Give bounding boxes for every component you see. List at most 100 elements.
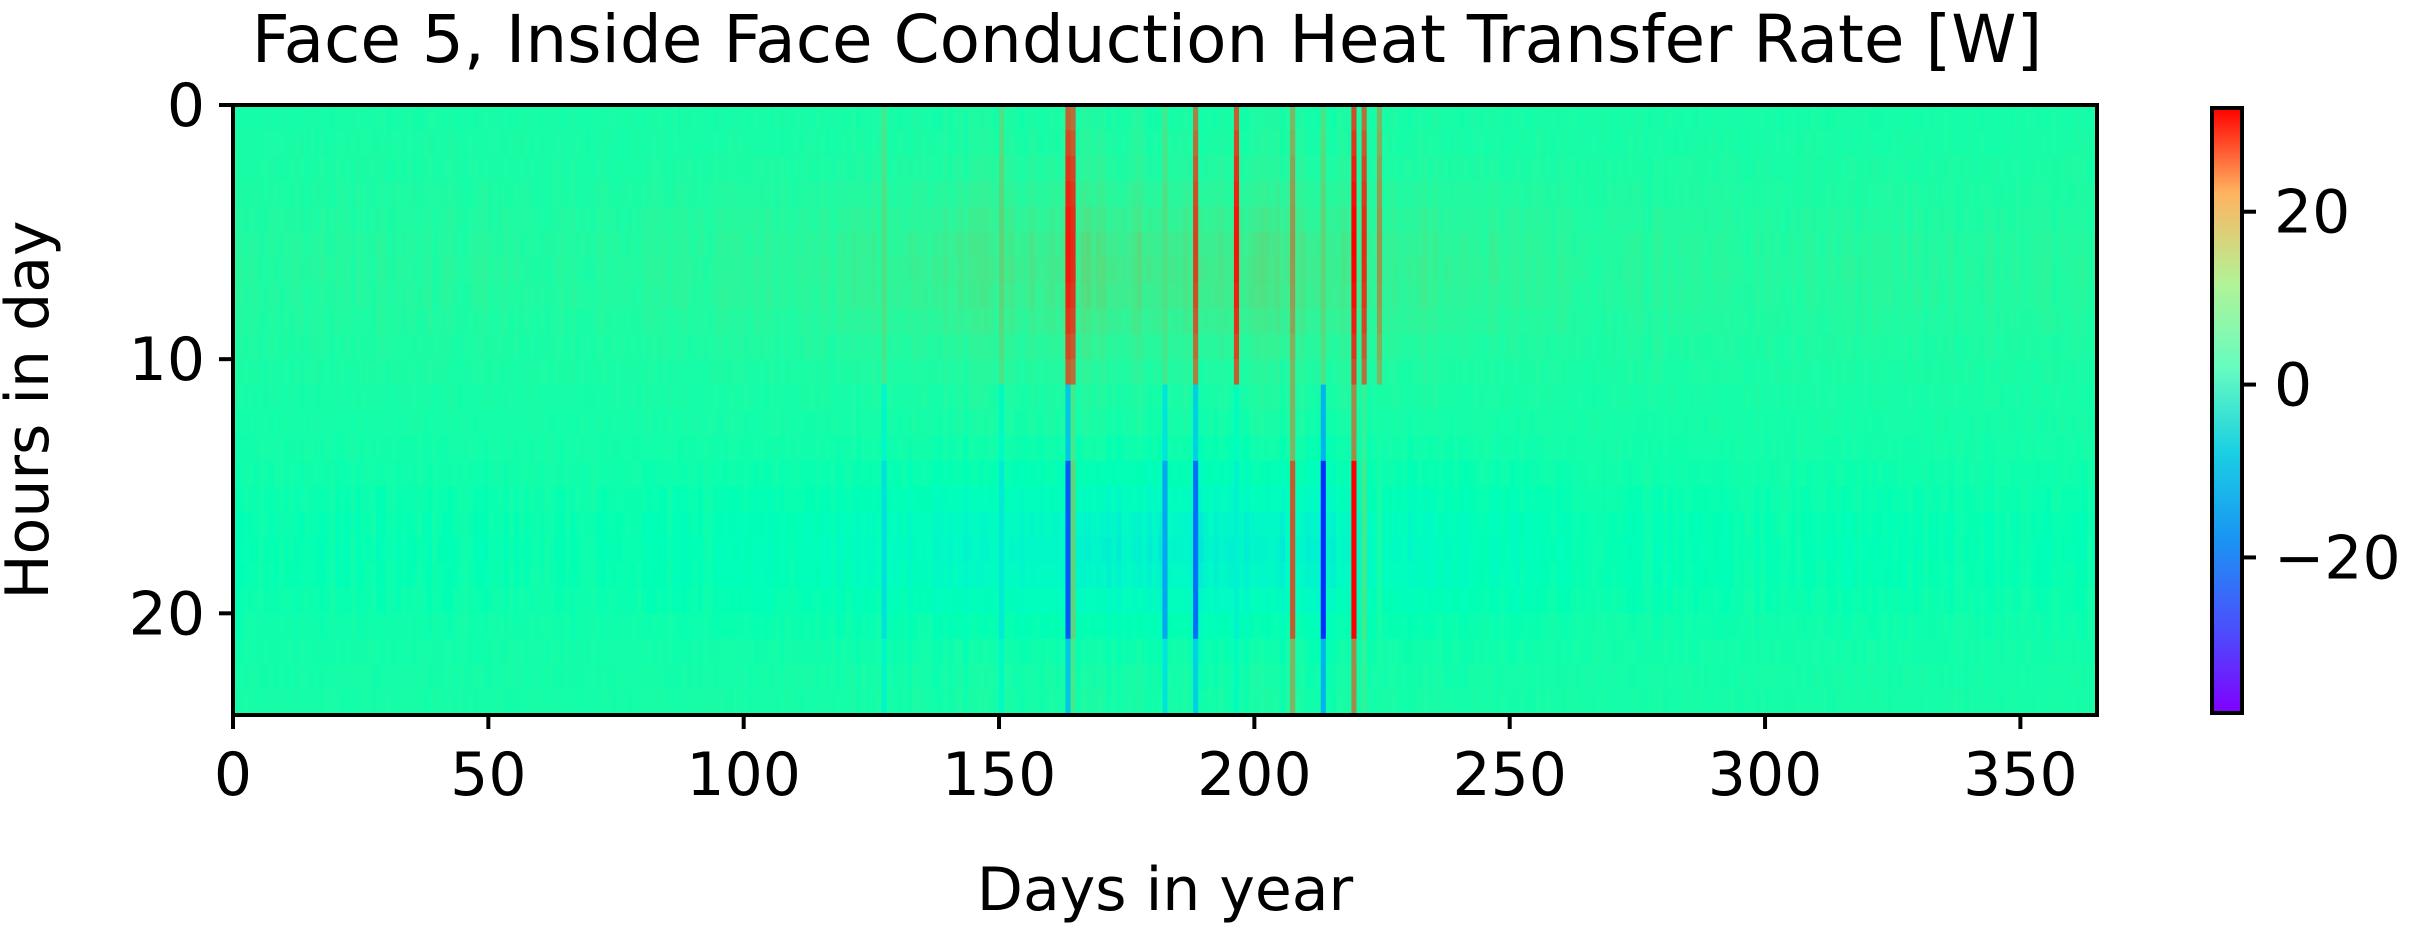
- heatmap-cell: [478, 359, 484, 386]
- heatmap-cell: [1111, 638, 1118, 665]
- heatmap-cell: [273, 105, 280, 132]
- heatmap-cell: [605, 537, 612, 564]
- heatmap-cell: [1259, 181, 1266, 208]
- heatmap-cell: [1162, 308, 1169, 335]
- heatmap-cell: [524, 105, 530, 132]
- heatmap-cell: [1019, 130, 1026, 157]
- heatmap-cell: [759, 562, 765, 589]
- heatmap-cell: [360, 638, 367, 665]
- heatmap-cell: [728, 664, 735, 691]
- heatmap-cell: [1075, 562, 1082, 589]
- heatmap-cell: [268, 308, 275, 335]
- heatmap-cell: [442, 105, 449, 132]
- heatmap-cell: [856, 511, 862, 538]
- heatmap-cell: [483, 562, 489, 589]
- heatmap-cell: [743, 206, 750, 233]
- heatmap-cell: [248, 664, 255, 691]
- heatmap-cell: [585, 257, 592, 284]
- heatmap-cell: [1101, 105, 1107, 132]
- heatmap-cell: [335, 562, 341, 589]
- heatmap-cell: [953, 486, 959, 513]
- heatmap-cell: [830, 562, 837, 589]
- heatmap-cell: [432, 613, 438, 640]
- heatmap-cell: [743, 486, 750, 513]
- heatmap-cell: [370, 587, 377, 614]
- heatmap-cell: [1060, 460, 1067, 487]
- heatmap-cell: [391, 384, 398, 411]
- heatmap-cell: [764, 105, 770, 132]
- heatmap-cell: [707, 410, 714, 437]
- heatmap-cell: [718, 181, 724, 208]
- heatmap-cell: [253, 155, 260, 182]
- heatmap-cell: [656, 206, 663, 233]
- heatmap-cell: [401, 155, 408, 182]
- heatmap-cell: [483, 689, 489, 716]
- heatmap-cell: [999, 460, 1005, 487]
- heatmap-cell: [927, 410, 934, 437]
- heatmap-cell: [1254, 638, 1261, 665]
- heatmap-cell: [728, 613, 735, 640]
- heatmap-cell: [396, 410, 403, 437]
- heatmap-cell: [268, 181, 275, 208]
- heatmap-cell: [324, 130, 331, 157]
- heatmap-cell: [759, 257, 765, 284]
- heatmap-cell: [1290, 511, 1296, 538]
- heatmap-cell: [1085, 181, 1092, 208]
- heatmap-cell: [753, 232, 760, 259]
- heatmap-cell: [988, 613, 995, 640]
- heatmap-cell: [284, 206, 290, 233]
- heatmap-cell: [411, 181, 418, 208]
- heatmap-cell: [917, 511, 924, 538]
- heatmap-cell: [483, 181, 489, 208]
- heatmap-cell: [861, 130, 867, 157]
- heatmap-cell: [421, 257, 428, 284]
- heatmap-cell: [759, 638, 765, 665]
- heatmap-cell: [1279, 257, 1286, 284]
- heatmap-cell: [1050, 410, 1056, 437]
- heatmap-cell: [1050, 384, 1056, 411]
- heatmap-cell: [953, 206, 959, 233]
- heatmap-cell: [575, 410, 581, 437]
- heatmap-cell: [902, 232, 908, 259]
- heatmap-cell: [243, 308, 249, 335]
- heatmap-cell: [391, 333, 398, 360]
- heatmap-cell: [564, 181, 571, 208]
- heatmap-cell: [324, 232, 331, 259]
- heatmap-cell: [600, 410, 607, 437]
- heatmap-cell: [1152, 384, 1158, 411]
- heatmap-cell: [626, 206, 632, 233]
- heatmap-cell: [253, 232, 260, 259]
- heatmap-cell: [789, 359, 796, 386]
- heatmap-cell: [718, 257, 724, 284]
- heatmap-cell: [549, 155, 556, 182]
- heatmap-cell: [779, 638, 786, 665]
- heatmap-cell: [304, 511, 311, 538]
- heatmap-cell: [958, 613, 964, 640]
- heatmap-cell: [968, 537, 975, 564]
- heatmap-cell: [672, 232, 678, 259]
- heatmap-cell: [508, 257, 515, 284]
- heatmap-cell: [1116, 359, 1123, 386]
- heatmap-cell: [488, 130, 495, 157]
- heatmap-cell: [759, 333, 765, 360]
- heatmap-cell: [1228, 130, 1235, 157]
- heatmap-cell: [294, 155, 300, 182]
- heatmap-cell: [580, 664, 586, 691]
- heatmap-cell: [1274, 587, 1281, 614]
- heatmap-cell: [1167, 308, 1174, 335]
- heatmap-cell: [1044, 689, 1051, 716]
- heatmap-cell: [820, 333, 826, 360]
- heatmap-cell: [406, 206, 413, 233]
- heatmap-cell: [641, 359, 648, 386]
- heatmap-cell: [651, 155, 658, 182]
- heatmap-cell: [396, 562, 403, 589]
- heatmap-cell: [396, 105, 403, 132]
- heatmap-cell: [1111, 435, 1118, 462]
- heatmap-cell: [580, 562, 586, 589]
- heatmap-cell: [702, 460, 709, 487]
- heatmap-cell: [1044, 613, 1051, 640]
- heatmap-cell: [554, 638, 561, 665]
- heatmap-cell: [789, 460, 796, 487]
- heatmap-cell: [330, 282, 336, 309]
- heatmap-cell: [799, 105, 806, 132]
